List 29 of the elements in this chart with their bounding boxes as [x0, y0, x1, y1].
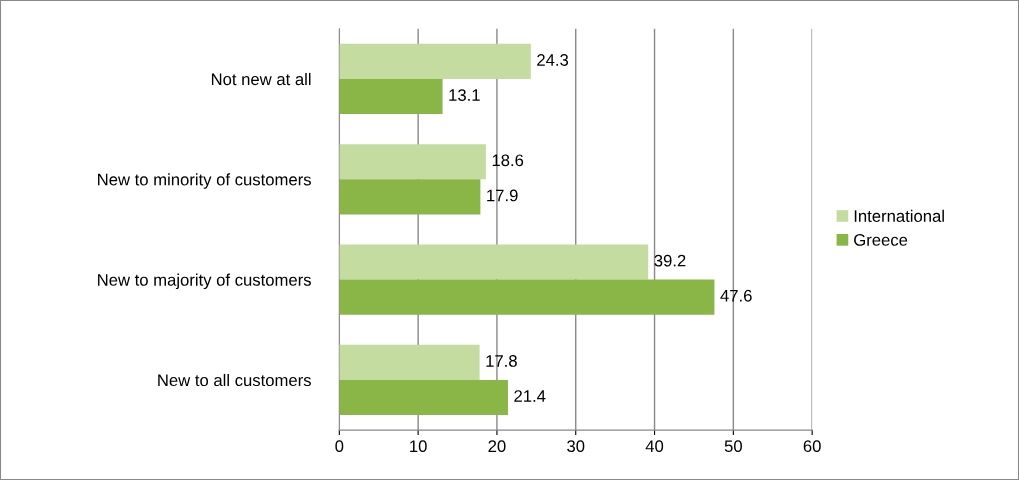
- data-label: 17.9: [487, 189, 518, 202]
- legend-label: International: [854, 209, 944, 222]
- y-tick-label: New to all customers: [158, 373, 311, 387]
- data-label: 21.4: [514, 390, 546, 402]
- bar: [339, 144, 486, 180]
- data-label: 18.6: [492, 154, 524, 167]
- x-tick-label: 40: [645, 440, 664, 453]
- bar: [339, 78, 443, 115]
- x-tick-label: 60: [803, 440, 821, 453]
- data-label: 39.2: [654, 254, 686, 267]
- x-tick-label: 0: [335, 440, 344, 453]
- y-tick-label: New to minority of customers: [98, 173, 311, 189]
- x-tick-label: 50: [724, 440, 742, 453]
- x-tick-label: 20: [488, 440, 506, 453]
- bar: [339, 43, 531, 79]
- data-label: 13.1: [449, 89, 480, 101]
- x-tick-label: 10: [410, 440, 427, 453]
- legend-label: Greece: [854, 234, 908, 246]
- data-label: 17.8: [486, 355, 517, 367]
- y-tick-label: New to majority of customers: [98, 273, 311, 290]
- bar: [339, 244, 649, 280]
- bar: [339, 344, 480, 380]
- data-label: 24.3: [537, 54, 569, 66]
- y-tick-label: Not new at all: [211, 72, 311, 86]
- bar: [339, 179, 481, 215]
- data-label: 47.6: [720, 289, 752, 302]
- bar: [339, 379, 508, 416]
- bar: [339, 279, 715, 315]
- x-tick-label: 30: [567, 440, 585, 453]
